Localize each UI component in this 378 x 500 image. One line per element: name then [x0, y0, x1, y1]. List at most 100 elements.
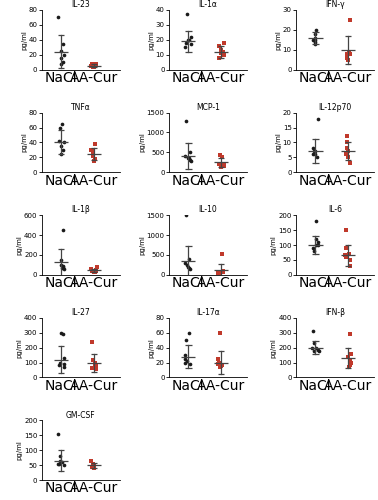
Point: [60, 363, 67, 371]
Point: [347, 160, 353, 168]
Point: [347, 262, 353, 270]
Point: [347, 330, 353, 338]
Point: [311, 348, 317, 356]
Point: [312, 150, 318, 158]
Point: [90, 148, 96, 156]
Point: [221, 162, 227, 170]
Point: [313, 241, 319, 249]
Point: [91, 464, 97, 472]
Point: [59, 47, 65, 55]
Point: [93, 362, 99, 370]
Point: [347, 256, 353, 264]
Point: [313, 235, 319, 243]
Point: [316, 346, 322, 354]
Point: [188, 33, 194, 41]
Point: [55, 460, 61, 468]
Y-axis label: pg/ml: pg/ml: [148, 338, 154, 357]
Point: [218, 268, 224, 276]
Point: [218, 362, 224, 370]
Y-axis label: pg/ml: pg/ml: [271, 235, 277, 255]
Point: [57, 452, 63, 460]
Y-axis label: pg/ml: pg/ml: [17, 235, 23, 255]
Point: [186, 154, 192, 162]
Point: [182, 44, 188, 52]
Point: [88, 146, 94, 154]
Y-axis label: pg/ml: pg/ml: [275, 30, 281, 50]
Point: [58, 54, 64, 62]
Point: [56, 460, 62, 468]
Point: [61, 138, 67, 146]
Point: [314, 154, 320, 162]
Point: [92, 268, 98, 276]
Point: [344, 54, 350, 62]
Point: [90, 464, 96, 471]
Point: [215, 355, 221, 363]
Point: [347, 16, 353, 24]
Point: [92, 155, 98, 163]
Y-axis label: pg/ml: pg/ml: [148, 30, 154, 50]
Title: IL-6: IL-6: [328, 206, 342, 214]
Point: [183, 211, 189, 219]
Y-axis label: pg/ml: pg/ml: [275, 132, 281, 152]
Point: [315, 241, 321, 249]
Point: [88, 62, 94, 70]
Point: [221, 50, 227, 58]
Point: [219, 362, 225, 370]
Point: [92, 363, 98, 371]
Point: [348, 350, 354, 358]
Point: [218, 153, 225, 161]
Point: [217, 363, 223, 371]
Point: [221, 39, 227, 47]
Point: [185, 36, 191, 44]
Point: [310, 244, 316, 252]
Point: [183, 259, 189, 267]
Point: [311, 36, 318, 44]
Point: [216, 358, 222, 366]
Y-axis label: pg/ml: pg/ml: [21, 30, 27, 50]
Point: [347, 362, 353, 370]
Point: [187, 360, 193, 368]
Point: [60, 226, 66, 234]
Point: [92, 61, 98, 69]
Point: [90, 62, 96, 70]
Point: [186, 328, 192, 336]
Point: [310, 36, 316, 44]
Title: IL-1β: IL-1β: [71, 206, 90, 214]
Point: [310, 144, 316, 152]
Point: [311, 148, 317, 156]
Point: [344, 138, 350, 146]
Point: [56, 137, 62, 145]
Point: [60, 263, 66, 271]
Point: [313, 344, 319, 351]
Point: [184, 10, 190, 18]
Y-axis label: pg/ml: pg/ml: [21, 132, 27, 152]
Point: [90, 150, 96, 158]
Title: IL-27: IL-27: [71, 308, 90, 317]
Point: [91, 268, 97, 276]
Point: [345, 48, 352, 56]
Point: [93, 365, 99, 373]
Point: [346, 363, 352, 371]
Point: [184, 357, 190, 365]
Title: IL-23: IL-23: [71, 0, 90, 9]
Title: IL-17α: IL-17α: [196, 308, 220, 317]
Point: [312, 40, 318, 48]
Point: [183, 39, 189, 47]
Point: [58, 330, 64, 338]
Point: [184, 261, 191, 269]
Point: [60, 262, 66, 270]
Point: [186, 264, 192, 272]
Point: [57, 456, 63, 464]
Point: [91, 462, 97, 469]
Title: MCP-1: MCP-1: [196, 103, 220, 112]
Point: [343, 253, 349, 261]
Point: [93, 266, 99, 274]
Point: [312, 34, 318, 42]
Point: [217, 269, 223, 277]
Point: [93, 268, 99, 276]
Point: [217, 151, 223, 159]
Y-axis label: pg/ml: pg/ml: [17, 338, 23, 357]
Point: [60, 146, 66, 154]
Point: [89, 338, 95, 345]
Point: [312, 148, 318, 156]
